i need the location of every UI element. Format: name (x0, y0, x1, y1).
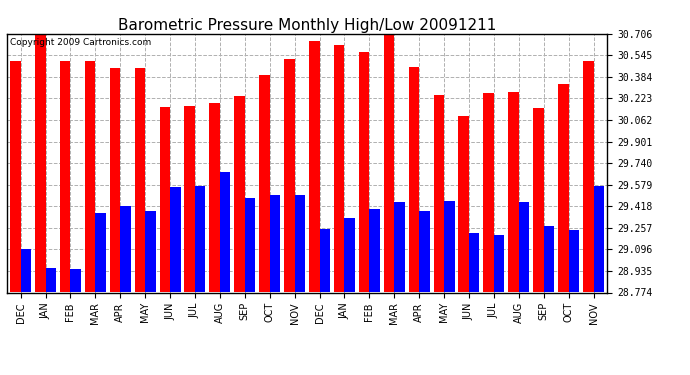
Bar (284, 58, 295, 292)
Bar (484, 93, 494, 292)
Bar (21, 249, 31, 292)
Bar (519, 202, 529, 292)
Bar (384, 33, 394, 292)
Bar (344, 218, 355, 292)
Bar (195, 186, 206, 292)
Bar (469, 233, 480, 292)
Bar (558, 84, 569, 292)
Bar (583, 62, 593, 292)
Bar (145, 211, 156, 292)
Bar (334, 45, 344, 292)
Bar (245, 198, 255, 292)
Title: Barometric Pressure Monthly High/Low 20091211: Barometric Pressure Monthly High/Low 200… (118, 18, 496, 33)
Text: Copyright 2009 Cartronics.com: Copyright 2009 Cartronics.com (10, 38, 151, 46)
Bar (509, 92, 519, 292)
Bar (544, 226, 554, 292)
Bar (184, 105, 195, 292)
Bar (569, 230, 579, 292)
Bar (10, 62, 21, 292)
Bar (295, 195, 305, 292)
Bar (170, 187, 181, 292)
Bar (85, 62, 95, 292)
Bar (458, 116, 469, 292)
Bar (60, 62, 70, 292)
Bar (394, 202, 405, 292)
Bar (444, 201, 455, 292)
Bar (533, 108, 544, 292)
Bar (359, 52, 369, 292)
Bar (235, 96, 245, 292)
Bar (259, 75, 270, 292)
Bar (419, 211, 430, 292)
Bar (309, 41, 319, 292)
Bar (120, 206, 130, 292)
Bar (95, 213, 106, 292)
Bar (135, 68, 145, 292)
Bar (319, 229, 330, 292)
Bar (369, 209, 380, 292)
Bar (593, 186, 604, 292)
Bar (159, 107, 170, 292)
Bar (46, 268, 56, 292)
Bar (110, 68, 120, 292)
Bar (408, 67, 419, 292)
Bar (494, 236, 504, 292)
Bar (433, 95, 444, 292)
Bar (270, 195, 280, 292)
Bar (209, 103, 220, 292)
Bar (70, 269, 81, 292)
Bar (220, 172, 230, 292)
Bar (35, 33, 46, 292)
